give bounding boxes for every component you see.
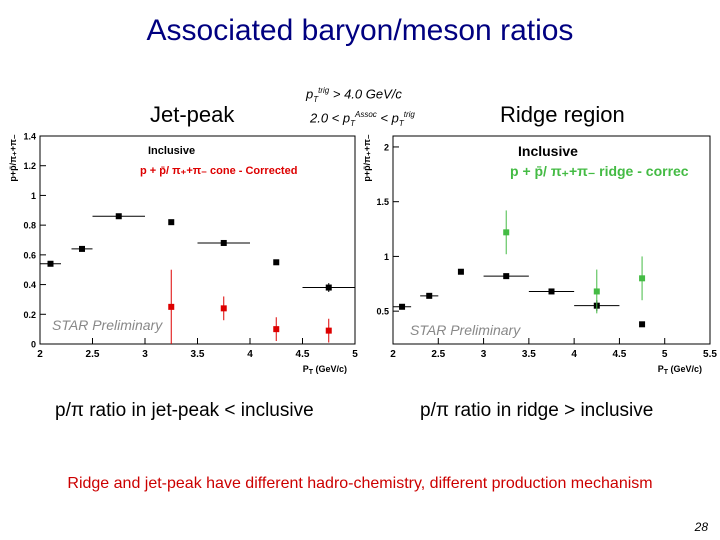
inclusive-point	[79, 245, 85, 252]
slide-title: Associated baryon/meson ratios	[146, 14, 574, 47]
inclusive-point	[548, 288, 555, 295]
corrected-point	[503, 229, 510, 236]
x-tick-label: 2.5	[431, 349, 445, 360]
x-axis-label: PT (GeV/c)	[303, 364, 347, 375]
y-axis-label: p+p̄/π₊+π₋	[8, 134, 18, 182]
inclusive-point	[273, 259, 280, 266]
jet-peak-chart: 2 2.5 3 3.5 4 4.5 5 0 0.2 0.4 0.6 0.8 1 1.2 1.4 PT (GeV…	[8, 132, 358, 376]
corrected-point	[593, 288, 600, 295]
ridge-chart: 2 2.5 3 3.5 4 4.5 5 5.5 0.5 1 1.5 2 PT (GeV/c) p+p̄/π…	[362, 134, 717, 375]
page-number: 28	[694, 520, 708, 534]
x-tick-label: 2.5	[86, 349, 100, 360]
y-tick-label: 1.5	[376, 197, 389, 207]
inclusive-point	[115, 213, 122, 220]
ridge-region-label: Ridge region	[500, 102, 625, 127]
conclusion-text: Ridge and jet-peak have different hadro-…	[67, 475, 653, 492]
corrected-point	[273, 326, 280, 333]
star-preliminary-label: STAR Preliminary	[410, 322, 521, 338]
inclusive-point	[426, 292, 433, 299]
x-tick-label: 4.5	[296, 349, 310, 360]
x-tick-label: 5	[662, 349, 668, 360]
y-tick-label: 0.6	[23, 250, 36, 260]
inclusive-point	[399, 303, 406, 310]
y-axis-label: p+p̄/π₊+π₋	[362, 134, 372, 182]
trigger-cut-label: pTtrig > 4.0 GeV/c	[306, 86, 402, 104]
x-tick-label: 4	[247, 349, 253, 360]
x-tick-label: 3	[142, 349, 148, 360]
assoc-cut-label: 2.0 < pTAssoc < pTtrig	[310, 110, 415, 128]
legend-inclusive: Inclusive	[148, 145, 195, 157]
y-tick-label: 0.4	[23, 280, 36, 290]
y-tick-label: 1	[384, 252, 389, 262]
inclusive-point	[168, 219, 175, 226]
corrected-point	[220, 305, 227, 312]
y-tick-label: 2	[384, 142, 389, 152]
y-tick-label: 0.5	[376, 307, 389, 317]
x-axis-label: PT (GeV/c)	[658, 364, 702, 375]
x-tick-label: 3.5	[191, 349, 205, 360]
plot-frame	[392, 135, 711, 345]
x-tick-label: 5	[352, 349, 358, 360]
y-tick-label: 0	[31, 340, 36, 350]
legend-corrected: p + p̄/ π₊+π₋ cone - Corrected	[140, 165, 297, 177]
x-tick-label: 3.5	[522, 349, 536, 360]
corrected-point	[639, 275, 646, 282]
y-tick-label: 1.2	[23, 161, 36, 171]
jet-peak-caption: p/π ratio in jet-peak < inclusive	[55, 400, 314, 421]
x-tick-label: 2	[390, 349, 396, 360]
inclusive-point	[220, 239, 227, 246]
corrected-point	[168, 303, 175, 310]
y-tick-label: 1	[31, 191, 36, 201]
x-tick-label: 5.5	[703, 349, 717, 360]
x-tick-label: 3	[481, 349, 487, 360]
y-tick-label: 0.2	[23, 310, 36, 320]
y-tick-label: 0.8	[23, 221, 36, 231]
inclusive-point	[639, 321, 646, 328]
jet-peak-label: Jet-peak	[150, 102, 235, 127]
x-tick-label: 2	[37, 349, 43, 360]
x-tick-label: 4	[571, 349, 577, 360]
y-tick-label: 1.4	[23, 132, 36, 142]
inclusive-point	[47, 260, 54, 267]
x-tick-label: 4.5	[612, 349, 626, 360]
inclusive-point	[457, 268, 464, 275]
corrected-point	[325, 327, 332, 334]
inclusive-point	[503, 273, 510, 280]
star-preliminary-label: STAR Preliminary	[52, 317, 163, 333]
inclusive-point	[325, 284, 332, 291]
legend-inclusive: Inclusive	[518, 143, 578, 159]
legend-corrected: p + p̄/ π₊+π₋ ridge - correc	[510, 163, 689, 179]
ridge-caption: p/π ratio in ridge > inclusive	[420, 400, 654, 421]
